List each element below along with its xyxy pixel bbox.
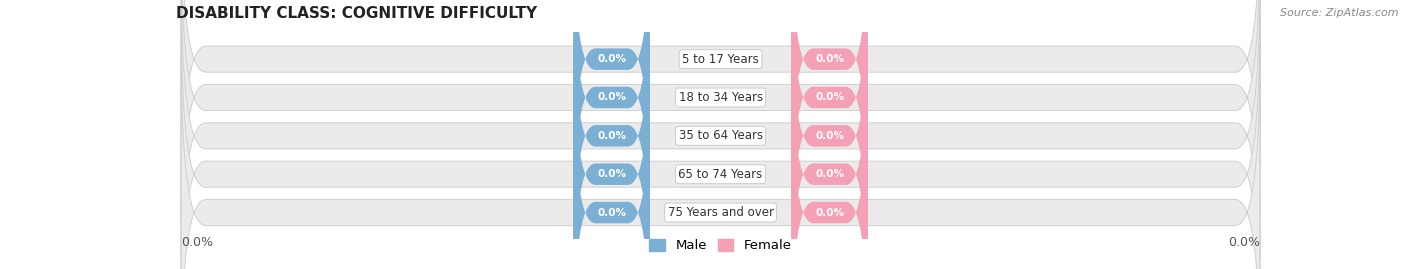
- Text: 75 Years and over: 75 Years and over: [668, 206, 773, 219]
- FancyBboxPatch shape: [792, 31, 868, 269]
- Text: 0.0%: 0.0%: [815, 93, 844, 102]
- FancyBboxPatch shape: [574, 31, 650, 269]
- Text: 0.0%: 0.0%: [598, 54, 626, 64]
- FancyBboxPatch shape: [792, 0, 868, 202]
- FancyBboxPatch shape: [574, 70, 650, 269]
- FancyBboxPatch shape: [792, 0, 868, 269]
- Text: 0.0%: 0.0%: [598, 169, 626, 179]
- Text: 0.0%: 0.0%: [598, 208, 626, 218]
- FancyBboxPatch shape: [574, 0, 650, 269]
- Text: 18 to 34 Years: 18 to 34 Years: [679, 91, 762, 104]
- FancyBboxPatch shape: [181, 0, 1260, 219]
- FancyBboxPatch shape: [574, 0, 650, 240]
- Text: 0.0%: 0.0%: [815, 131, 844, 141]
- Text: 0.0%: 0.0%: [815, 54, 844, 64]
- Text: 0.0%: 0.0%: [815, 208, 844, 218]
- FancyBboxPatch shape: [181, 0, 1260, 257]
- Text: 35 to 64 Years: 35 to 64 Years: [679, 129, 762, 142]
- FancyBboxPatch shape: [181, 53, 1260, 269]
- FancyBboxPatch shape: [574, 0, 650, 202]
- Text: 0.0%: 0.0%: [598, 131, 626, 141]
- Text: 0.0%: 0.0%: [181, 236, 214, 249]
- Text: 0.0%: 0.0%: [815, 169, 844, 179]
- Text: 5 to 17 Years: 5 to 17 Years: [682, 53, 759, 66]
- FancyBboxPatch shape: [181, 15, 1260, 269]
- Text: 65 to 74 Years: 65 to 74 Years: [679, 168, 762, 181]
- Text: Source: ZipAtlas.com: Source: ZipAtlas.com: [1281, 8, 1399, 18]
- Text: 0.0%: 0.0%: [598, 93, 626, 102]
- FancyBboxPatch shape: [792, 0, 868, 240]
- Text: 0.0%: 0.0%: [1227, 236, 1260, 249]
- Legend: Male, Female: Male, Female: [644, 234, 797, 258]
- FancyBboxPatch shape: [181, 0, 1260, 269]
- FancyBboxPatch shape: [792, 70, 868, 269]
- Text: DISABILITY CLASS: COGNITIVE DIFFICULTY: DISABILITY CLASS: COGNITIVE DIFFICULTY: [176, 6, 537, 22]
